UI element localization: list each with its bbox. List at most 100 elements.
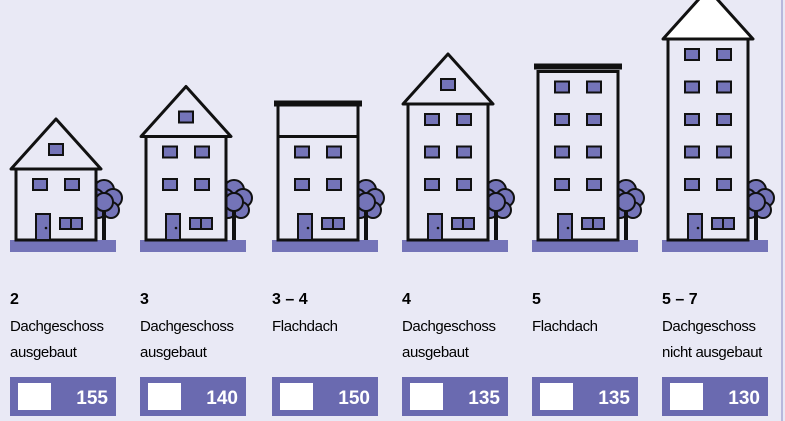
flat-roof — [534, 64, 622, 70]
floors-label: 4 — [402, 291, 411, 308]
window — [425, 114, 439, 125]
tree-trunk — [624, 210, 628, 240]
door — [428, 214, 442, 240]
infographic: 2 Dachgeschoss ausgebaut 155 3 Dachgeschoss au… — [0, 0, 785, 421]
value-square — [18, 383, 51, 410]
window — [555, 179, 569, 190]
window — [163, 147, 177, 158]
value-square — [280, 383, 313, 410]
tree-crown — [225, 193, 243, 211]
roof-label: Flachdach — [532, 318, 598, 335]
door-knob — [567, 227, 570, 230]
value-square — [148, 383, 181, 410]
building-body — [278, 137, 358, 241]
gable-window — [49, 144, 63, 155]
window — [587, 114, 601, 125]
value: 130 — [728, 388, 760, 409]
ground — [272, 240, 378, 252]
tree-crown — [487, 193, 505, 211]
roof-label: Dachgeschoss — [402, 318, 496, 335]
building-body — [408, 104, 488, 240]
door-knob — [175, 227, 178, 230]
tree-crown — [747, 193, 765, 211]
floors-label: 5 – 7 — [662, 291, 698, 308]
window — [685, 147, 699, 158]
roof-label: Dachgeschoss — [140, 318, 234, 335]
floors-label: 3 – 4 — [272, 291, 308, 308]
window — [685, 179, 699, 190]
tree-crown — [617, 193, 635, 211]
window — [295, 147, 309, 158]
window — [587, 147, 601, 158]
window — [457, 114, 471, 125]
window — [295, 179, 309, 190]
window — [163, 179, 177, 190]
door-knob — [697, 227, 700, 230]
window — [555, 114, 569, 125]
value: 135 — [468, 388, 500, 409]
floors-label: 3 — [140, 291, 149, 308]
flat-roof — [274, 101, 362, 107]
window — [327, 179, 341, 190]
tree-trunk — [364, 210, 368, 240]
ground — [10, 240, 116, 252]
value-square — [410, 383, 443, 410]
tree-trunk — [494, 210, 498, 240]
value-square — [670, 383, 703, 410]
window — [717, 114, 731, 125]
ground — [532, 240, 638, 252]
value: 135 — [598, 388, 630, 409]
window — [457, 179, 471, 190]
door — [558, 214, 572, 240]
gable-window — [441, 79, 455, 90]
gable-window — [179, 112, 193, 123]
building-body — [538, 72, 618, 241]
window — [717, 179, 731, 190]
door — [166, 214, 180, 240]
door-knob — [437, 227, 440, 230]
window — [425, 179, 439, 190]
building-body — [668, 39, 748, 240]
window — [717, 82, 731, 93]
value-square — [540, 383, 573, 410]
roof-label: ausgebaut — [140, 344, 208, 361]
window — [457, 147, 471, 158]
roof-label: ausgebaut — [10, 344, 78, 361]
value: 140 — [206, 388, 238, 409]
door — [688, 214, 702, 240]
ground — [662, 240, 768, 252]
window — [685, 114, 699, 125]
door — [298, 214, 312, 240]
window — [685, 82, 699, 93]
tree-trunk — [102, 210, 106, 240]
window — [717, 147, 731, 158]
window — [555, 147, 569, 158]
door-knob — [45, 227, 48, 230]
roof-label: Flachdach — [272, 318, 338, 335]
window — [587, 82, 601, 93]
building-body — [146, 137, 226, 241]
value: 155 — [76, 388, 108, 409]
floors-label: 2 — [10, 291, 19, 308]
window — [195, 147, 209, 158]
window — [195, 179, 209, 190]
roof-label: ausgebaut — [402, 344, 470, 361]
tree-crown — [357, 193, 375, 211]
window — [555, 82, 569, 93]
tree-crown — [95, 193, 113, 211]
roof-label: nicht ausgebaut — [662, 344, 763, 361]
window — [327, 147, 341, 158]
roof-label: Dachgeschoss — [10, 318, 104, 335]
value: 150 — [338, 388, 370, 409]
building-body — [16, 169, 96, 240]
roof-label: Dachgeschoss — [662, 318, 756, 335]
door-knob — [307, 227, 310, 230]
window — [425, 147, 439, 158]
ground — [140, 240, 246, 252]
window — [33, 179, 47, 190]
ground — [402, 240, 508, 252]
window — [65, 179, 79, 190]
tree-trunk — [232, 210, 236, 240]
floors-label: 5 — [532, 291, 541, 308]
window — [587, 179, 601, 190]
